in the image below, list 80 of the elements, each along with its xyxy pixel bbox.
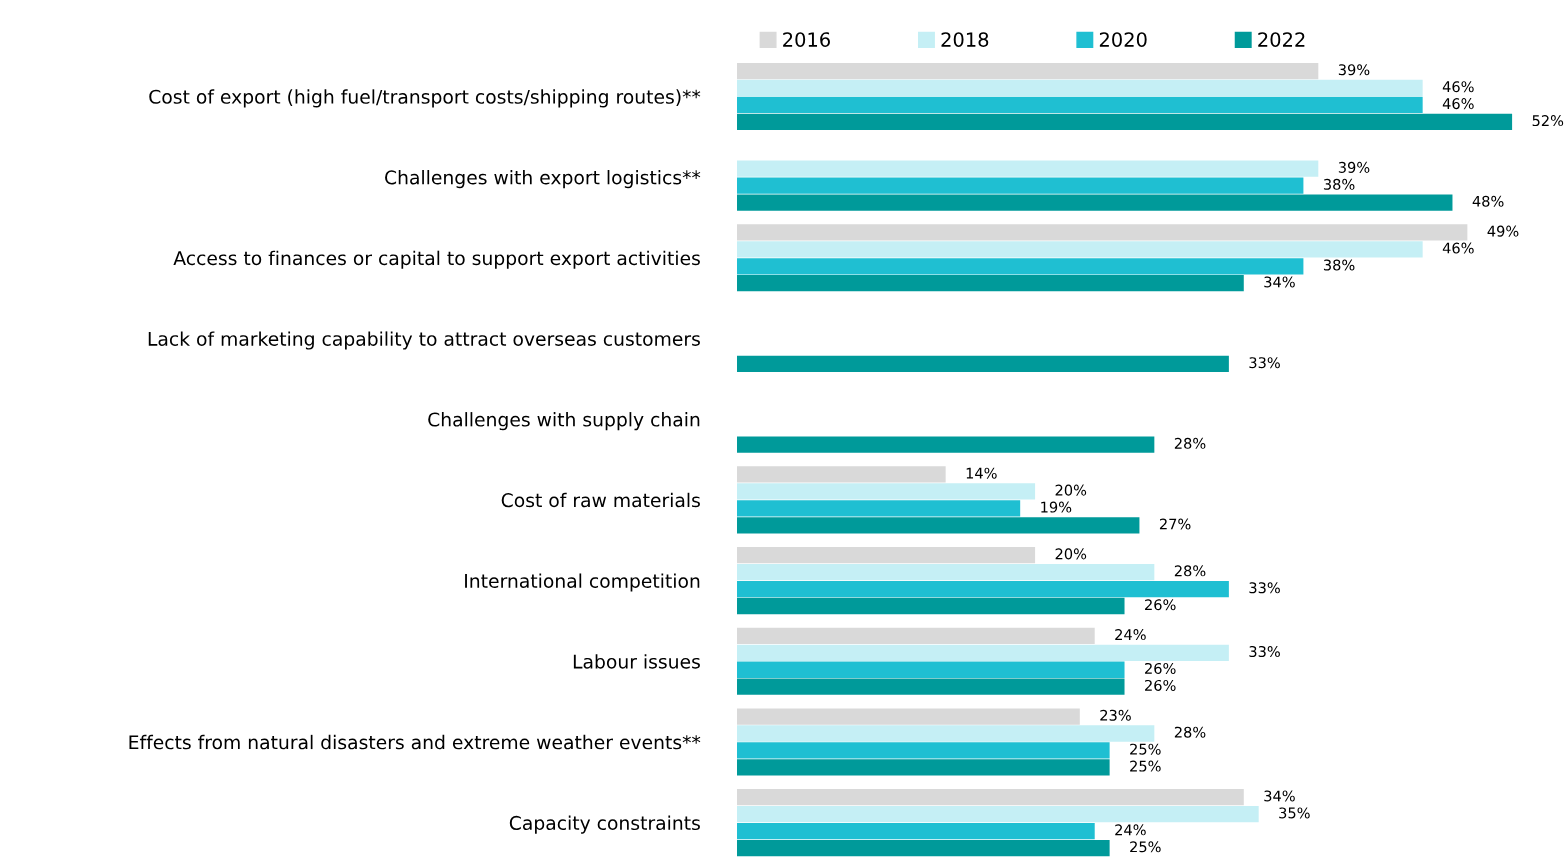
bar <box>736 678 1125 695</box>
data-label: 38% <box>1323 259 1355 271</box>
bar <box>736 96 1423 114</box>
bar <box>736 661 1125 678</box>
data-label: 46% <box>1442 242 1474 254</box>
data-label: 28% <box>1174 565 1206 577</box>
bar <box>736 580 1229 598</box>
y-tick-label: Cost of raw materials <box>501 492 700 508</box>
data-label: 25% <box>1130 743 1161 755</box>
bar <box>736 79 1423 97</box>
data-label: 23% <box>1100 709 1131 721</box>
bar <box>736 194 1453 211</box>
data-label: 19% <box>1041 501 1072 513</box>
bar <box>736 644 1229 661</box>
data-label: 26% <box>1145 662 1176 674</box>
bar <box>736 742 1110 759</box>
data-label: 46% <box>1442 81 1474 93</box>
legend-label: 2016 <box>783 32 830 47</box>
bar <box>736 62 1319 80</box>
legend-label: 2020 <box>1099 32 1147 47</box>
bar <box>736 597 1125 615</box>
bar <box>736 466 946 483</box>
data-label: 35% <box>1279 807 1310 819</box>
y-tick-label: Effects from natural disasters and extreme weather events** <box>129 734 701 750</box>
data-label: 28% <box>1174 726 1206 738</box>
data-label: 20% <box>1055 484 1087 496</box>
bar <box>736 822 1095 840</box>
data-label: 34% <box>1264 790 1295 802</box>
data-label: 14% <box>966 467 997 479</box>
bar <box>736 517 1140 534</box>
data-label: 39% <box>1338 161 1370 173</box>
data-label: 25% <box>1130 841 1161 853</box>
bar <box>736 839 1110 857</box>
data-label: 24% <box>1115 824 1146 836</box>
data-label: 26% <box>1145 679 1176 691</box>
data-label: 24% <box>1115 629 1146 641</box>
bar <box>736 806 1259 823</box>
bar <box>736 258 1304 275</box>
data-label: 25% <box>1130 760 1161 772</box>
data-label: 28% <box>1174 437 1206 449</box>
data-label: 27% <box>1159 518 1191 530</box>
bar <box>736 275 1244 292</box>
bar <box>736 725 1155 742</box>
legend-label: 2022 <box>1258 32 1305 47</box>
data-label: 33% <box>1249 357 1280 369</box>
bar <box>736 708 1080 725</box>
data-label: 34% <box>1264 276 1295 288</box>
data-label: 26% <box>1145 599 1176 611</box>
bar <box>736 241 1423 258</box>
data-label: 48% <box>1472 195 1504 207</box>
data-label: 49% <box>1487 225 1519 237</box>
data-label: 46% <box>1442 98 1474 110</box>
y-tick-label: Challenges with export logistics** <box>385 170 701 189</box>
y-tick-label: Challenges with supply chain <box>428 412 700 431</box>
data-label: 33% <box>1249 582 1280 594</box>
bar <box>736 177 1304 194</box>
bar <box>736 789 1244 806</box>
bar <box>736 113 1513 130</box>
bar <box>736 759 1110 776</box>
bar <box>736 436 1155 453</box>
data-label: 38% <box>1323 178 1355 190</box>
y-tick-label: Capacity constraints <box>509 815 700 834</box>
data-label: 52% <box>1532 115 1564 127</box>
bar <box>736 160 1319 177</box>
bar <box>736 355 1229 373</box>
y-tick-label: Access to finances or capital to support export activities <box>173 250 700 269</box>
y-tick-label: Lack of marketing capability to attract overseas customers <box>148 331 700 350</box>
bar <box>736 563 1155 581</box>
bar <box>736 547 1036 564</box>
y-tick-label: Cost of export (high fuel/transport costs/shipping routes)** <box>149 89 701 108</box>
y-tick-label: Labour issues <box>573 654 700 669</box>
data-label: 20% <box>1055 548 1087 560</box>
bar <box>736 500 1021 517</box>
bar <box>736 483 1036 500</box>
data-label: 39% <box>1338 64 1370 76</box>
data-label: 33% <box>1249 646 1280 658</box>
legend-label: 2018 <box>941 32 989 47</box>
bar <box>736 627 1095 644</box>
y-tick-label: International competition <box>465 573 700 592</box>
bar <box>736 224 1468 241</box>
